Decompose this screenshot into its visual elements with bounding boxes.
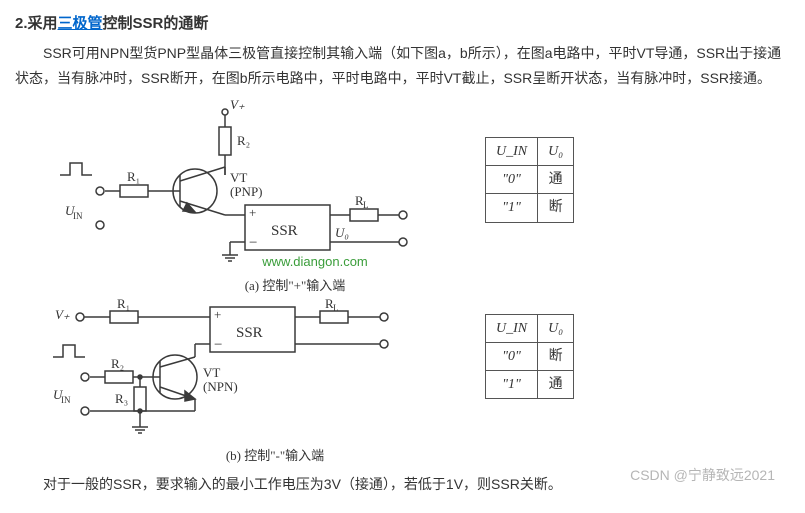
caption-a: (a) 控制"+"输入端 (185, 274, 405, 297)
svg-text:(NPN): (NPN) (203, 379, 238, 394)
truth-table-b: U_INU₀ "0"断 "1"通 (485, 314, 574, 400)
truth-table-a: U_INU₀ "0"通 "1"断 (485, 137, 574, 223)
figure-area: V₊ R₂ VT (PNP) (35, 97, 655, 467)
svg-text:R₃: R₃ (115, 391, 128, 406)
svg-text:R₁: R₁ (127, 169, 140, 184)
circuit-a-svg: V₊ R₂ VT (PNP) (35, 97, 425, 262)
paragraph-2: 对于一般的SSR，要求输入的最小工作电压为3V（接通），若低于1V，则SSR关断… (15, 472, 790, 497)
svg-text:IN: IN (61, 395, 71, 405)
svg-text:L: L (333, 303, 339, 313)
svg-text:VT: VT (230, 170, 247, 185)
svg-text:−: − (249, 235, 257, 251)
svg-text:+: + (214, 307, 221, 322)
svg-text:−: − (214, 337, 222, 353)
svg-text:SSR: SSR (271, 223, 298, 239)
svg-text:R₂: R₂ (237, 133, 250, 148)
svg-text:SSR: SSR (236, 325, 263, 341)
svg-text:(PNP): (PNP) (230, 184, 263, 199)
svg-text:VT: VT (203, 365, 220, 380)
heading-prefix: 2.采用 (15, 15, 58, 32)
circuit-b-svg: V₊ R₁ SSR + − R L (35, 299, 425, 454)
svg-text:+: + (249, 205, 256, 220)
svg-text:IN: IN (73, 211, 83, 221)
svg-text:R₁: R₁ (117, 299, 130, 311)
svg-text:R₂: R₂ (111, 356, 124, 371)
section-heading: 2.采用三极管控制SSR的通断 (15, 10, 790, 37)
svg-text:L: L (363, 200, 369, 210)
svg-text:V₊: V₊ (55, 307, 70, 322)
svg-text:V₊: V₊ (230, 97, 245, 112)
heading-link[interactable]: 三极管 (58, 15, 103, 32)
heading-suffix: 控制SSR的通断 (103, 15, 209, 32)
svg-text:U₀: U₀ (335, 225, 349, 240)
paragraph-1: SSR可用NPN型货PNP型晶体三极管直接控制其输入端（如下图a，b所示），在图… (15, 41, 790, 91)
